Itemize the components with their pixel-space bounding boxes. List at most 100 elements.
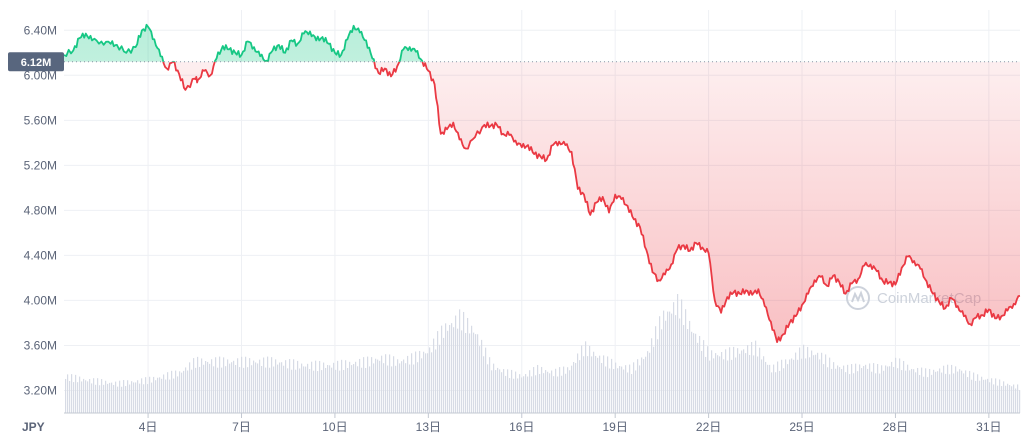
volume-bar <box>437 331 439 413</box>
volume-bar <box>533 367 535 413</box>
volume-bar <box>655 326 657 413</box>
volume-bar <box>1007 383 1009 413</box>
volume-bar <box>595 355 597 413</box>
volume-bar <box>847 364 849 413</box>
volume-bar <box>667 311 669 413</box>
volume-bar <box>351 365 353 413</box>
volume-bar <box>1015 388 1017 413</box>
volume-bar <box>467 317 469 413</box>
volume-bar <box>647 351 649 413</box>
volume-bar <box>751 342 753 413</box>
volume-bar <box>997 385 999 413</box>
volume-bar <box>97 378 99 413</box>
volume-bar <box>803 344 805 413</box>
volume-bar <box>645 356 647 413</box>
volume-bar <box>949 374 951 413</box>
volume-bar <box>257 363 259 413</box>
volume-bar <box>591 356 593 413</box>
volume-bar <box>405 363 407 413</box>
volume-bar <box>219 356 221 413</box>
volume-bar <box>229 363 231 413</box>
volume-bar <box>743 349 745 413</box>
volume-bar <box>235 365 237 413</box>
volume-bar <box>311 361 313 413</box>
volume-bar <box>263 357 265 413</box>
volume-bar <box>199 366 201 413</box>
volume-bar <box>425 353 427 413</box>
volume-bar <box>329 365 331 413</box>
volume-bar <box>403 359 405 413</box>
volume-bar <box>891 361 893 413</box>
volume-bar <box>327 365 329 413</box>
volume-bar <box>661 329 663 413</box>
volume-bar <box>111 382 113 413</box>
volume-bar <box>251 365 253 413</box>
volume-bar <box>929 368 931 413</box>
volume-bar <box>589 345 591 413</box>
y-tick-label: 6.40M <box>24 23 57 37</box>
volume-bar <box>249 358 251 413</box>
x-tick-label: 28日 <box>883 420 908 434</box>
volume-bar <box>897 368 899 413</box>
volume-bar <box>935 371 937 413</box>
x-tick-label: 22日 <box>696 420 721 434</box>
volume-bar <box>469 333 471 413</box>
volume-bar <box>401 361 403 413</box>
volume-bar <box>423 351 425 413</box>
volume-bar <box>1011 386 1013 413</box>
volume-bar <box>691 331 693 413</box>
volume-bar <box>297 360 299 413</box>
volume-bar <box>125 386 127 413</box>
volume-bar <box>851 364 853 413</box>
volume-bar <box>673 302 675 413</box>
volume-bar <box>237 358 239 413</box>
volume-bar <box>119 380 121 413</box>
volume-bar <box>337 360 339 413</box>
volume-bar <box>453 327 455 413</box>
volume-bar <box>945 373 947 413</box>
volume-bar <box>391 366 393 413</box>
volume-bar <box>881 365 883 413</box>
volume-bar <box>411 353 413 413</box>
volume-bar <box>541 366 543 413</box>
volume-bar <box>789 359 791 413</box>
volume-bar <box>167 372 169 413</box>
volume-bar <box>417 362 419 413</box>
volume-bar <box>171 370 173 413</box>
volume-bar <box>919 375 921 413</box>
volume-bar <box>449 324 451 413</box>
volume-bar <box>573 362 575 413</box>
y-tick-label: 5.20M <box>24 158 57 172</box>
volume-bar <box>67 374 69 413</box>
volume-bar <box>835 368 837 413</box>
volume-bar <box>259 359 261 413</box>
volume-bar <box>735 357 737 413</box>
volume-bar <box>531 376 533 413</box>
volume-bar <box>687 329 689 413</box>
volume-bar <box>105 380 107 413</box>
volume-bar <box>79 376 81 413</box>
volume-bar <box>523 376 525 413</box>
volume-bar <box>823 364 825 413</box>
volume-bar <box>941 372 943 413</box>
volume-bar <box>571 365 573 413</box>
volume-bar <box>617 368 619 413</box>
volume-bar <box>227 359 229 413</box>
volume-bar <box>829 357 831 413</box>
baseline-price-label: 6.12M <box>21 57 52 69</box>
volume-bar <box>641 357 643 413</box>
volume-bar <box>473 332 475 413</box>
volume-bar <box>511 369 513 413</box>
volume-bar <box>899 358 901 413</box>
volume-bar <box>585 341 587 413</box>
volume-bar <box>463 311 465 413</box>
volume-bar <box>607 356 609 413</box>
volume-bar <box>905 370 907 413</box>
volume-bar <box>151 382 153 413</box>
volume-bar <box>887 366 889 413</box>
volume-bar <box>727 360 729 413</box>
volume-bar <box>275 359 277 413</box>
volume-bar <box>613 369 615 413</box>
volume-bar <box>547 371 549 413</box>
volume-bar <box>569 370 571 413</box>
